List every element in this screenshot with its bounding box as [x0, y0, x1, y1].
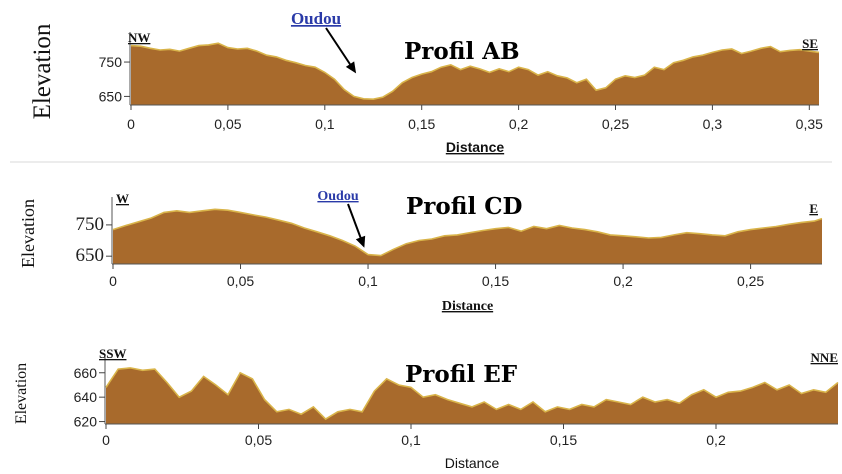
x-tick-label: 0,05	[227, 273, 254, 289]
river-annotation: Oudou	[291, 9, 341, 28]
y-tick-label: 750	[99, 54, 123, 70]
y-axis-label: Elevation	[29, 23, 56, 119]
x-tick-label: 0,1	[401, 432, 421, 448]
x-tick-label: 0,35	[796, 116, 823, 132]
profile-area	[113, 209, 822, 264]
y-tick-label: 650	[99, 88, 123, 104]
x-tick-label: 0,2	[509, 116, 529, 132]
profile-title: Profil EF	[405, 361, 518, 388]
profile-line	[105, 367, 839, 421]
annotation-arrow	[347, 203, 364, 245]
x-axis-label: Distance	[445, 455, 500, 471]
x-tick-label: 0,1	[315, 116, 335, 132]
profile-title: Profil CD	[406, 193, 522, 220]
x-tick-label: 0	[109, 273, 117, 289]
annotation-arrowhead	[355, 235, 366, 248]
start-direction-label: W	[116, 191, 129, 206]
profile-panel-2: 0 0,05 0,1 0,15 0,2 0,25 650 750 Distance Elevati…	[18, 189, 823, 314]
x-axis-label: Distance	[446, 139, 505, 155]
y-tick-label: 650	[76, 245, 105, 266]
x-tick-label: 0	[102, 432, 110, 448]
end-direction-label: NNE	[811, 350, 838, 365]
annotation-arrow	[325, 27, 355, 71]
profile-line	[112, 208, 823, 257]
x-tick-label: 0,3	[703, 116, 723, 132]
profile-panel-1: 0 0,05 0,1 0,15 0,2 0,25 0,3 0,35 650 750 Distance…	[29, 9, 823, 155]
river-annotation: Oudou	[317, 189, 358, 204]
y-axis-label: Elevation	[13, 363, 30, 424]
x-tick-label: 0,05	[245, 432, 272, 448]
x-axis-label: Distance	[442, 299, 493, 314]
y-tick-label: 620	[74, 414, 98, 430]
x-tick-label: 0,1	[358, 273, 378, 289]
y-tick-label: 660	[74, 365, 98, 381]
profile-panel-3: 0 0,05 0,1 0,15 0,2 620 640 660 Distance Elevatio…	[13, 346, 839, 471]
start-direction-label: NW	[128, 30, 150, 45]
profile-title: Profil AB	[404, 38, 520, 65]
end-direction-label: E	[809, 201, 818, 216]
end-direction-label: SE	[802, 36, 818, 51]
x-tick-label: 0,2	[706, 432, 726, 448]
profile-area	[131, 43, 819, 105]
y-tick-label: 750	[76, 214, 105, 235]
profile-line	[130, 42, 820, 101]
annotation-arrowhead	[345, 61, 357, 74]
x-tick-label: 0,2	[613, 273, 633, 289]
x-tick-label: 0,15	[550, 432, 577, 448]
start-direction-label: SSW	[99, 346, 126, 361]
x-tick-label: 0,15	[408, 116, 435, 132]
x-tick-label: 0,15	[482, 273, 509, 289]
y-tick-label: 640	[74, 389, 98, 405]
y-axis-label: Elevation	[18, 199, 38, 268]
x-tick-label: 0,25	[602, 116, 629, 132]
x-tick-label: 0,05	[214, 116, 241, 132]
x-tick-label: 0,25	[737, 273, 764, 289]
x-tick-label: 0	[127, 116, 135, 132]
